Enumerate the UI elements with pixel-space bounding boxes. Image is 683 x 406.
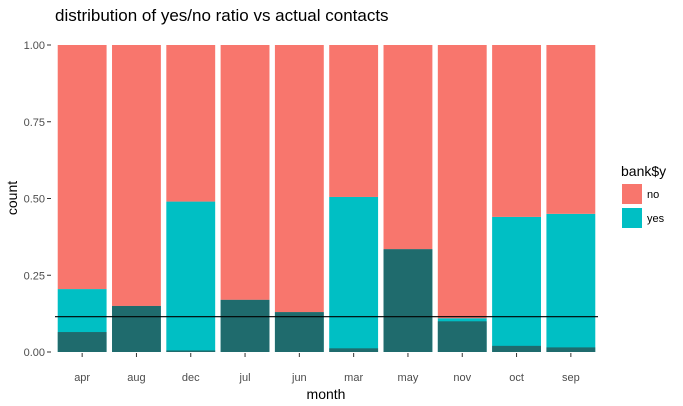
bar-no-sep: [546, 45, 596, 214]
bar-contacts-sep: [546, 347, 596, 352]
y-tick-label-0.25: 0.25: [24, 270, 45, 282]
x-axis-label: month: [307, 386, 346, 402]
x-tick-label-oct: oct: [509, 372, 524, 384]
bar-yes-dec: [166, 201, 216, 352]
x-tick-label-may: may: [398, 372, 419, 384]
x-tick-label-mar: mar: [344, 372, 363, 384]
bar-yes-sep: [546, 213, 596, 352]
bar-no-dec: [166, 45, 216, 202]
y-tick-label-0.00: 0.00: [24, 347, 45, 359]
bar-no-mar: [329, 45, 379, 197]
y-tick-label-0.50: 0.50: [24, 194, 45, 206]
bar-contacts-jun: [274, 312, 324, 352]
bar-contacts-may: [383, 249, 433, 352]
legend-title: bank$y: [621, 163, 666, 179]
y-tick-label-0.75: 0.75: [24, 117, 45, 129]
x-tick-label-nov: nov: [453, 372, 471, 384]
legend-label-yes: yes: [647, 213, 665, 225]
legend: bank$y no yes: [621, 163, 666, 228]
bar-no-jul: [220, 45, 270, 300]
x-tick-label-sep: sep: [562, 372, 580, 384]
chart-title: distribution of yes/no ratio vs actual c…: [55, 6, 389, 25]
legend-label-no: no: [647, 189, 659, 201]
plot-area: apr aug dec jul jun mar may nov oct sep 0.00 0.25 0.…: [24, 40, 598, 384]
bar-no-nov: [437, 45, 487, 319]
x-tick-label-apr: apr: [74, 372, 90, 384]
bar-contacts-dec: [166, 350, 216, 352]
bar-contacts-mar: [329, 348, 379, 352]
legend-key-yes: [622, 208, 642, 228]
bar-yes-oct: [492, 216, 541, 352]
y-tick-label-1.00: 1.00: [24, 40, 45, 52]
bar-no-may: [383, 45, 433, 250]
y-axis-label: count: [4, 181, 20, 215]
x-tick-label-jul: jul: [239, 372, 251, 384]
bar-contacts-jul: [220, 299, 270, 352]
bar-no-jun: [274, 45, 324, 313]
x-tick-label-aug: aug: [127, 372, 145, 384]
bar-yes-mar: [329, 196, 379, 352]
bar-contacts-apr: [57, 332, 107, 352]
bar-contacts-aug: [112, 305, 161, 352]
x-tick-label-dec: dec: [182, 372, 200, 384]
bar-contacts-oct: [492, 345, 541, 352]
bar-no-aug: [112, 45, 161, 306]
bar-no-oct: [492, 45, 541, 217]
legend-key-no: [622, 184, 642, 204]
bar-contacts-nov: [437, 321, 487, 352]
bar-no-apr: [57, 45, 107, 290]
x-tick-label-jun: jun: [291, 372, 307, 384]
